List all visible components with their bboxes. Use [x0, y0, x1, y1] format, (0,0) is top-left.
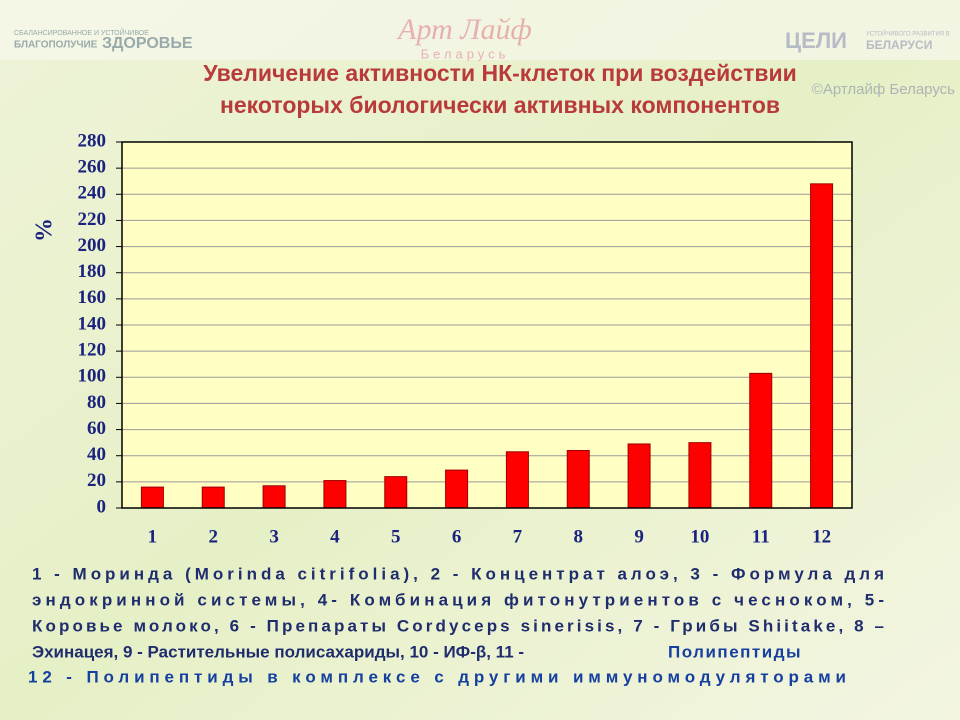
y-tick-label: 280: [78, 130, 107, 151]
x-tick-label: 3: [269, 526, 279, 547]
logo-text: Арт Лайф: [396, 13, 532, 46]
y-tick-label: 220: [78, 209, 107, 230]
y-tick-label: 100: [78, 366, 107, 387]
x-tick-label: 1: [148, 526, 158, 547]
bar: [140, 486, 164, 509]
y-tick-label: 20: [87, 470, 106, 491]
logo-text: Беларусь: [421, 46, 510, 61]
x-tick-label: 10: [690, 526, 709, 547]
y-axis-label: %: [32, 218, 58, 242]
logo-text: ЗДОРОВЬЕ: [102, 35, 193, 52]
y-tick-label: 200: [78, 235, 107, 256]
bar: [201, 486, 225, 509]
y-tick-label: 80: [87, 392, 106, 413]
chart-title: некоторых биологически активных компонен…: [220, 92, 780, 118]
x-tick-label: 6: [452, 526, 462, 547]
caption-highlight: Полипептиды: [668, 642, 802, 661]
caption-line: Коровье молоко, 6 - Препараты Cordyceps …: [32, 616, 884, 635]
y-tick-label: 260: [78, 157, 107, 178]
caption-last-line: 12 - Полипептиды в комплексе с другими и…: [28, 667, 846, 686]
caption-line: Эхинацея, 9 - Растительные полисахариды,…: [32, 642, 524, 661]
bar: [566, 449, 590, 509]
x-tick-label: 5: [391, 526, 401, 547]
y-tick-label: 160: [78, 287, 107, 308]
x-tick-label: 9: [634, 526, 644, 547]
y-tick-label: 140: [78, 313, 107, 334]
bar: [688, 442, 712, 509]
y-tick-label: 40: [87, 444, 106, 465]
x-tick-label: 11: [752, 526, 770, 547]
plot-border: [121, 141, 853, 509]
logo-text: ЦЕЛИ: [785, 28, 847, 53]
bar: [445, 469, 469, 509]
y-tick-label: 60: [87, 418, 106, 439]
bar: [505, 451, 529, 509]
logo-text: БЕЛАРУСИ: [866, 38, 932, 52]
watermark: ©Артлайф Беларусь: [812, 81, 955, 98]
y-tick-label: 180: [78, 261, 107, 282]
bar: [627, 443, 651, 509]
bar: [384, 476, 408, 509]
header-band: [0, 0, 960, 60]
x-tick-label: 8: [574, 526, 584, 547]
caption-line: эндокринной системы, 4- Комбинация фитон…: [32, 590, 884, 609]
x-tick-label: 4: [330, 526, 340, 547]
chart-title: Увеличение активности НК-клеток при возд…: [203, 60, 797, 86]
x-tick-label: 2: [209, 526, 219, 547]
bar: [323, 480, 347, 509]
logo-text: СБАЛАНСИРОВАННОЕ И УСТОЙЧИВОЕ: [14, 28, 149, 37]
bar: [749, 372, 773, 509]
bar: [262, 485, 286, 509]
logo-text: БЛАГОПОЛУЧИЕ: [14, 40, 98, 51]
x-tick-label: 12: [812, 526, 831, 547]
y-tick-label: 240: [78, 183, 107, 204]
x-tick-label: 7: [513, 526, 523, 547]
bar: [810, 183, 834, 509]
logo-text: УСТОЙЧИВОГО РАЗВИТИЯ В: [866, 30, 950, 38]
y-tick-label: 120: [78, 340, 107, 361]
y-tick-label: 0: [97, 496, 107, 517]
